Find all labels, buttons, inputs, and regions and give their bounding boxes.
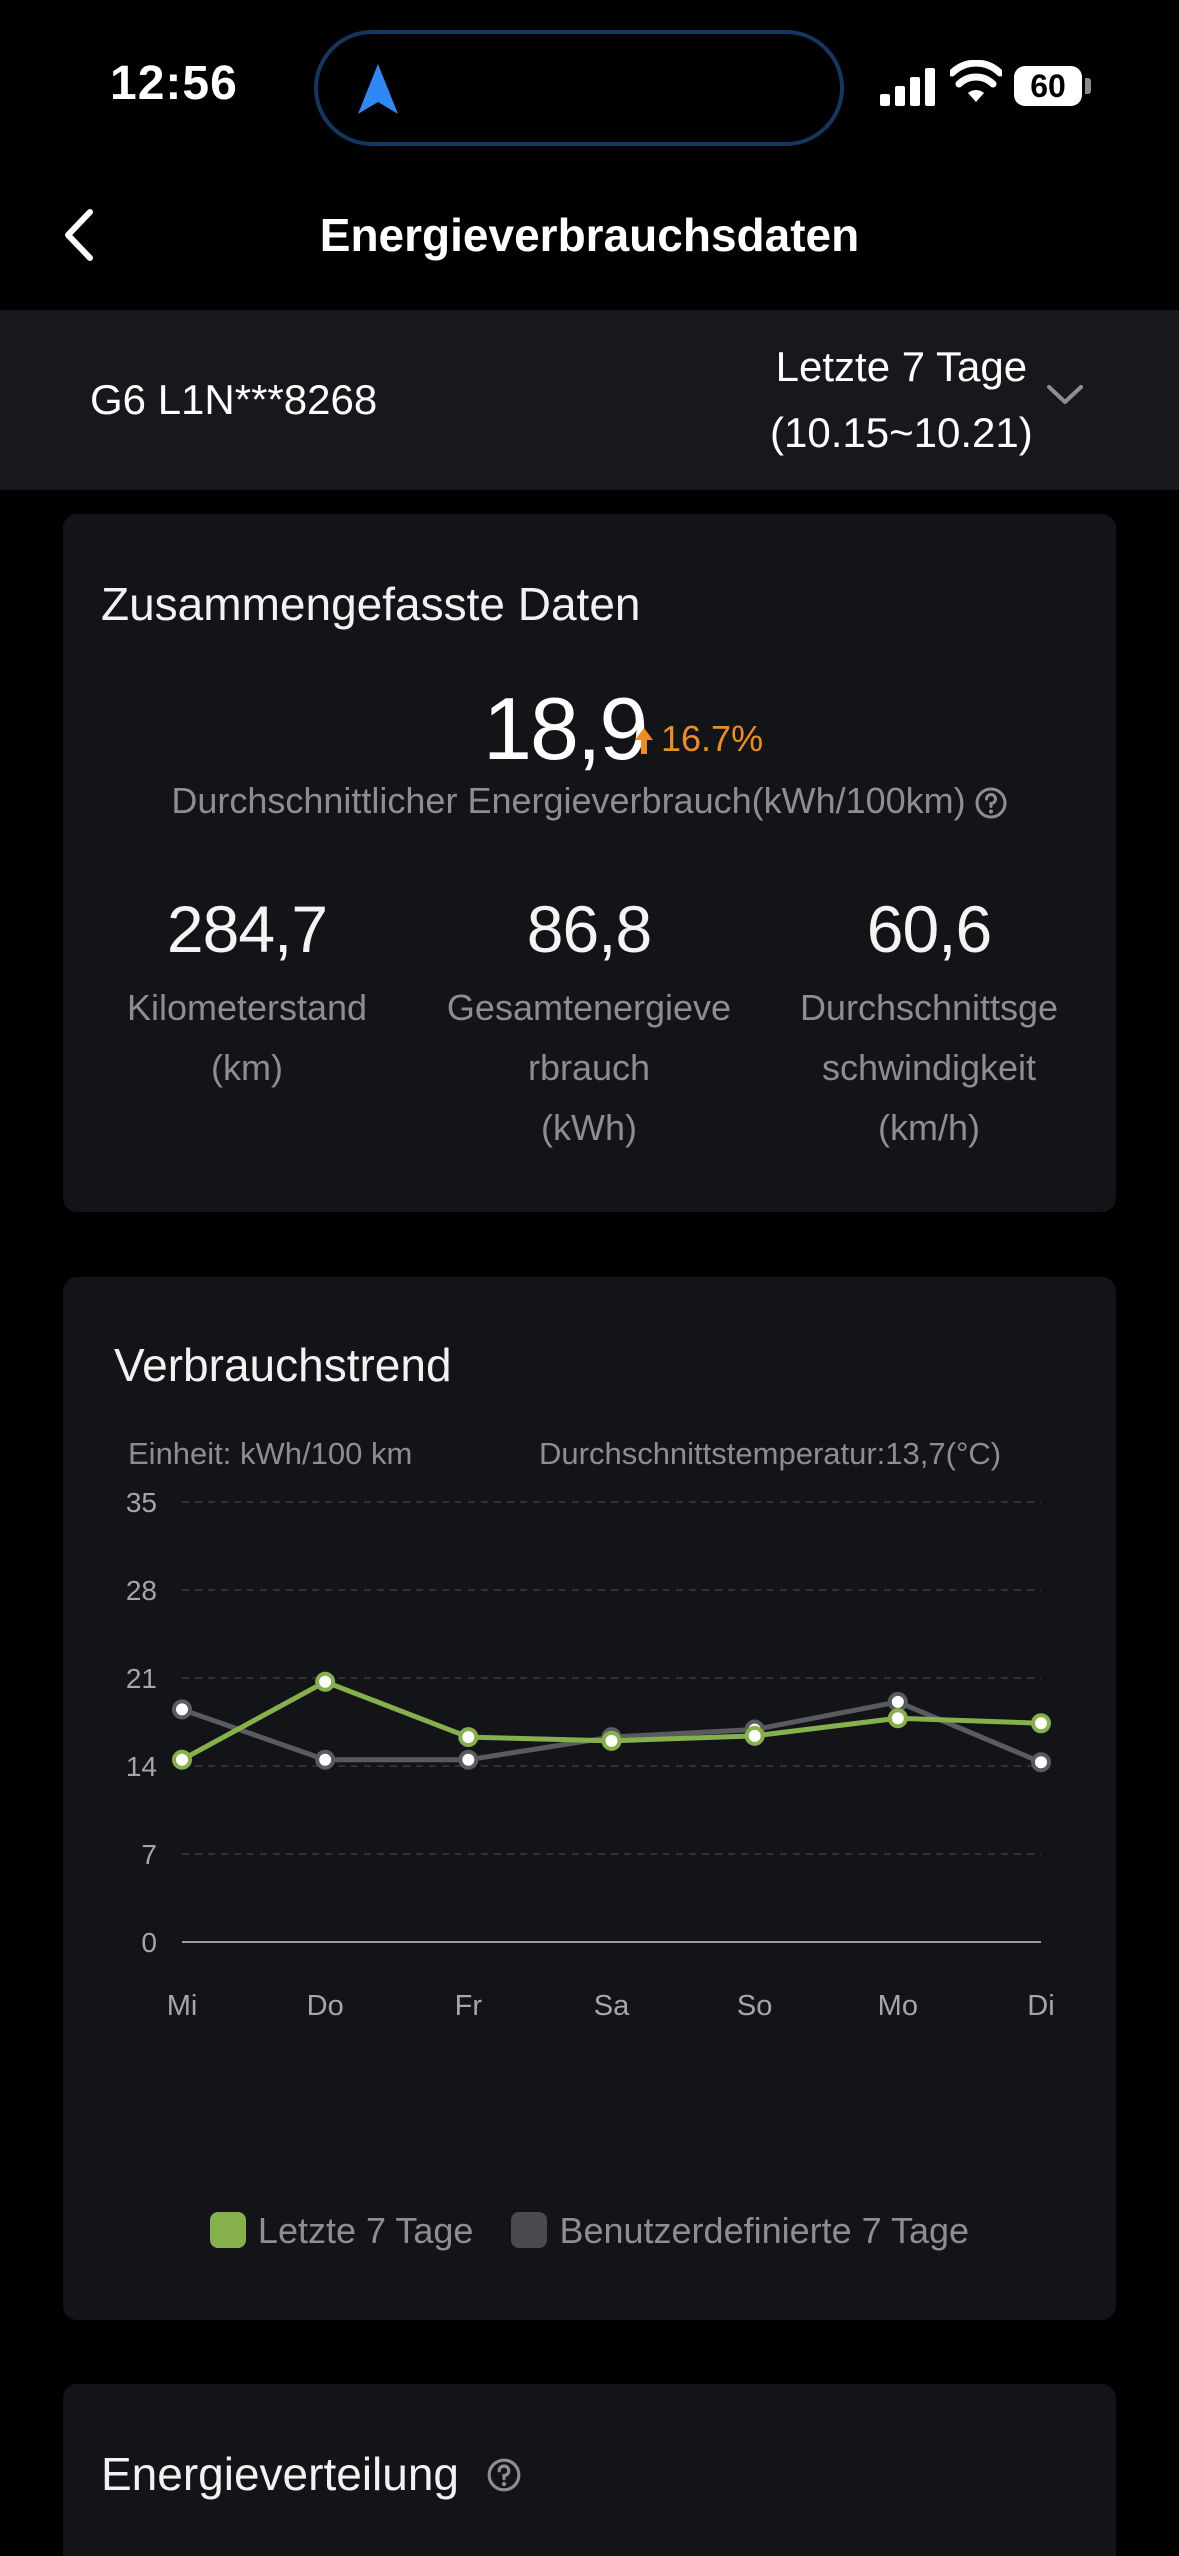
- data-point-last-7-days: [315, 1671, 336, 1692]
- x-tick-label: Mo: [878, 1990, 918, 2022]
- summary-title: Zusammengefasste Daten: [101, 578, 641, 630]
- stat-total-energy: 86,8 Gesamtenergieve rbrauch (kWh): [429, 884, 749, 1158]
- data-point-last-7-days: [887, 1708, 908, 1729]
- data-point-custom-7-days: [1031, 1752, 1051, 1773]
- chart-legend: Letzte 7 Tage Benutzerdefinierte 7 Tage: [63, 2206, 1116, 2256]
- legend-item-custom-7-days[interactable]: Benutzerdefinierte 7 Tage: [511, 2206, 969, 2256]
- stat-label-line: schwindigkeit: [821, 1047, 1037, 1088]
- stat-label-line: (kWh): [541, 1107, 637, 1148]
- status-bar: 12:56 60: [0, 0, 1179, 170]
- y-tick-label: 7: [141, 1839, 157, 1870]
- data-point-last-7-days: [744, 1725, 765, 1746]
- change-percent: 16.7%: [661, 718, 764, 759]
- x-tick-label: Fr: [455, 1990, 483, 2022]
- dynamic-island[interactable]: [314, 30, 844, 146]
- vehicle-bar: G6 L1N***8268 Letzte 7 Tage (10.15~10.21…: [0, 310, 1179, 490]
- stat-label-line: (km): [211, 1047, 283, 1088]
- stat-label-line: (km/h): [878, 1107, 980, 1148]
- legend-label: Letzte 7 Tage: [257, 2210, 474, 2251]
- distribution-card: Energieverteilung: [63, 2384, 1116, 2556]
- chevron-left-icon: [65, 209, 93, 261]
- legend-swatch: [511, 2212, 548, 2249]
- data-point-custom-7-days: [887, 1691, 908, 1712]
- legend-label: Benutzerdefinierte 7 Tage: [559, 2210, 970, 2251]
- x-tick-label: Do: [307, 1990, 344, 2022]
- cellular-signal-icon: [880, 66, 936, 106]
- battery-tip: [1085, 78, 1091, 94]
- legend-swatch: [209, 2212, 246, 2249]
- stat-label-line: Gesamtenergieve: [446, 987, 732, 1028]
- stat-avg-speed: 60,6 Durchschnittsge schwindigkeit (km/h…: [769, 884, 1089, 1158]
- navigation-arrow-icon: [358, 64, 398, 114]
- trend-title: Verbrauchstrend: [114, 1339, 452, 1391]
- stat-label-line: rbrauch: [527, 1047, 651, 1088]
- y-tick-label: 35: [126, 1487, 157, 1518]
- period-label: Letzte 7 Tage: [775, 343, 1028, 390]
- vehicle-name: G6 L1N***8268: [90, 376, 378, 423]
- avg-label-text: Durchschnittlicher Energieverbrauch(kWh/…: [171, 780, 966, 821]
- back-button[interactable]: [50, 200, 120, 270]
- change-indicator: 16.7%: [633, 714, 763, 764]
- period-selector[interactable]: Letzte 7 Tage (10.15~10.21): [770, 334, 1033, 466]
- battery-icon: 60: [1014, 66, 1082, 106]
- x-tick-label: So: [737, 1990, 772, 2022]
- data-point-custom-7-days: [458, 1749, 479, 1770]
- trend-card: Verbrauchstrend Einheit: kWh/100 km Durc…: [63, 1277, 1116, 2320]
- temperature-label: Durchschnittstemperatur:13,7(°C): [539, 1436, 1002, 1471]
- avg-consumption-label: Durchschnittlicher Energieverbrauch(kWh/…: [63, 776, 1116, 826]
- y-tick-label: 0: [141, 1927, 157, 1958]
- avg-consumption-value: 18,9: [483, 679, 648, 778]
- stat-label: Durchschnittsge schwindigkeit (km/h): [769, 978, 1089, 1158]
- data-point-last-7-days: [601, 1730, 622, 1751]
- stat-value: 86,8: [526, 892, 652, 966]
- stat-value: 60,6: [866, 892, 992, 966]
- x-tick-label: Sa: [594, 1990, 630, 2022]
- stat-value: 284,7: [166, 892, 328, 966]
- x-tick-label: Di: [1027, 1990, 1054, 2022]
- data-point-last-7-days: [458, 1727, 479, 1748]
- arrow-up-icon: [635, 728, 653, 755]
- x-tick-label: Mi: [167, 1990, 198, 2022]
- data-point-last-7-days: [172, 1749, 192, 1770]
- stat-label: Gesamtenergieve rbrauch (kWh): [429, 978, 749, 1158]
- unit-label: Einheit: kWh/100 km: [128, 1436, 413, 1471]
- data-point-custom-7-days: [172, 1699, 192, 1720]
- stat-label-line: Kilometerstand: [126, 987, 368, 1028]
- data-point-custom-7-days: [315, 1749, 336, 1770]
- y-tick-label: 28: [126, 1575, 157, 1606]
- legend-item-last-7-days[interactable]: Letzte 7 Tage: [209, 2206, 474, 2256]
- page-title: Energieverbrauchsdaten: [319, 209, 860, 261]
- summary-card: Zusammengefasste Daten 18,9 16.7% Durchs…: [63, 514, 1116, 1212]
- distribution-title: Energieverteilung: [101, 2444, 522, 2504]
- stat-mileage: 284,7 Kilometerstand (km): [87, 884, 407, 1098]
- y-tick-label: 21: [126, 1663, 157, 1694]
- period-range: (10.15~10.21): [770, 409, 1033, 456]
- stat-label: Kilometerstand (km): [87, 978, 407, 1098]
- status-time: 12:56: [110, 57, 238, 110]
- distribution-title-text: Energieverteilung: [101, 2448, 460, 2500]
- stat-label-line: Durchschnittsge: [799, 987, 1059, 1028]
- y-tick-label: 14: [126, 1751, 157, 1782]
- wifi-icon: [950, 60, 1002, 102]
- help-icon[interactable]: [974, 786, 1008, 820]
- nav-bar: Energieverbrauchsdaten: [0, 170, 1179, 310]
- chevron-down-icon[interactable]: [1045, 382, 1085, 408]
- help-icon[interactable]: [486, 2457, 522, 2493]
- consumption-trend-chart[interactable]: 0 7 14 21 28 35 Mi Do Fr Sa So Mo Di: [63, 1487, 1116, 2177]
- data-point-last-7-days: [1031, 1713, 1051, 1734]
